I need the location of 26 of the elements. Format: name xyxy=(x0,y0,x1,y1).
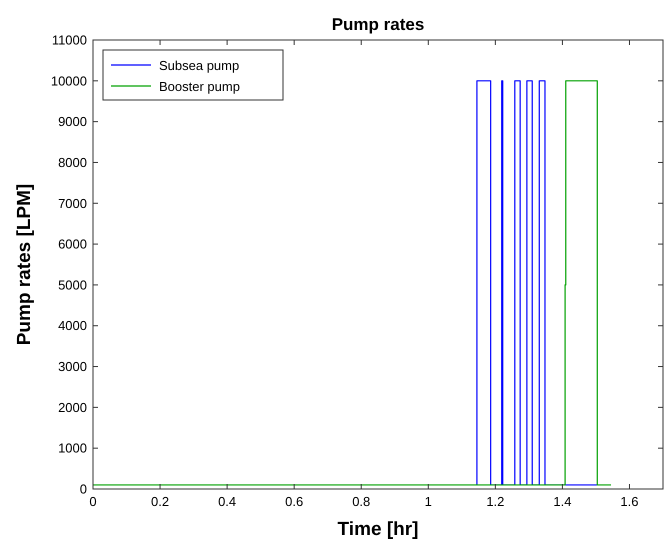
y-tick-label: 3000 xyxy=(58,359,87,374)
y-tick-label: 11000 xyxy=(52,32,87,48)
y-tick-label: 2000 xyxy=(58,400,87,415)
x-tick-label: 0.6 xyxy=(285,494,304,509)
x-tick-label: 1 xyxy=(424,494,432,509)
x-tick-label: 1.2 xyxy=(486,494,504,509)
x-axis-title: Time [hr] xyxy=(338,519,418,540)
y-tick-label: 6000 xyxy=(58,236,87,252)
x-tick-label: 0 xyxy=(89,494,97,509)
y-tick-label: 5000 xyxy=(58,277,87,292)
legend-label: Booster pump xyxy=(159,79,240,94)
y-tick-label: 7000 xyxy=(58,196,87,211)
y-tick-label: 4000 xyxy=(58,318,87,334)
x-tick-label: 1.4 xyxy=(553,494,572,509)
x-tick-label: 1.6 xyxy=(620,494,639,509)
y-axis-title: Pump rates [LPM] xyxy=(14,184,35,346)
y-tick-label: 10000 xyxy=(50,73,87,88)
y-tick-label: 0 xyxy=(80,482,87,496)
legend-label: Subsea pump xyxy=(159,58,240,73)
chart-title: Pump rates xyxy=(332,15,424,34)
y-tick-label: 1000 xyxy=(58,440,87,456)
y-tick-label: 8000 xyxy=(58,154,87,170)
x-tick-label: 0.4 xyxy=(218,494,236,509)
x-tick-label: 0.2 xyxy=(151,494,170,509)
x-tick-label: 0.8 xyxy=(352,494,370,509)
y-tick-label: 9000 xyxy=(58,114,87,130)
